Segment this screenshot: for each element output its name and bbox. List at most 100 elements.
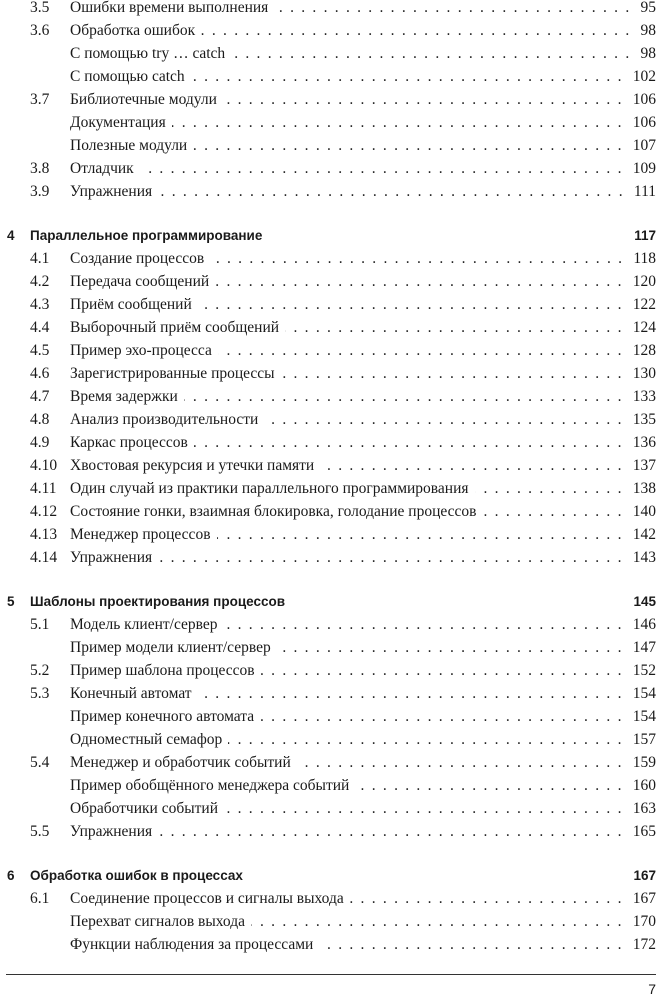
- toc-section[interactable]: 4.11 Один случай из практики параллельног…: [0, 477, 662, 500]
- toc-page: 157: [632, 730, 656, 748]
- toc-section[interactable]: 4.3 Приём сообщений......................…: [0, 293, 662, 316]
- toc-page: 106: [632, 113, 656, 131]
- toc-section[interactable]: 3.6 Обработка ошибок.....................…: [0, 19, 662, 42]
- toc-section[interactable]: 6.1 Соединение процессов и сигналы выхода…: [0, 887, 662, 910]
- toc-section[interactable]: 4.6 Зарегистрированные процессы..........…: [0, 362, 662, 385]
- toc-section[interactable]: 5.3 Конечный автомат.....................…: [0, 682, 662, 705]
- toc-section[interactable]: 4.10 Хвостовая рекурсия и утечки памяти..…: [0, 454, 662, 477]
- dot-leader: ........................................…: [198, 295, 629, 313]
- dot-leader: ........................................…: [215, 272, 629, 290]
- toc-section[interactable]: 4.7 Время задержки.......................…: [0, 385, 662, 408]
- toc-number: 4.12: [30, 502, 58, 520]
- toc-subsection[interactable]: Пример модели клиент/сервер.............…: [0, 636, 662, 659]
- dot-leader: ........................................…: [474, 479, 629, 497]
- toc-subsection[interactable]: Полезные модули.........................…: [0, 134, 662, 157]
- toc-page: 140: [632, 502, 656, 520]
- toc-subsection[interactable]: С помощью try … catch...................…: [0, 42, 662, 65]
- toc-subsection[interactable]: Функции наблюдения за процессами........…: [0, 933, 662, 956]
- toc-section[interactable]: 5.2 Пример шаблона процессов.............…: [0, 659, 662, 682]
- toc-subsection[interactable]: Одноместный семафор.....................…: [0, 728, 662, 751]
- toc-section[interactable]: 4.13 Менеджер процессов..................…: [0, 523, 662, 546]
- toc-title: Параллельное программирование: [30, 228, 263, 243]
- toc-page: 167: [632, 889, 656, 907]
- toc-section[interactable]: 4.4 Выборочный приём сообщений...........…: [0, 316, 662, 339]
- dot-leader: ........................................…: [285, 318, 629, 336]
- toc-number: 4.1: [30, 249, 50, 267]
- toc-section[interactable]: 4.8 Анализ производительности............…: [0, 408, 662, 431]
- toc-title: Передача сообщений: [70, 272, 210, 290]
- toc-page: 98: [640, 21, 657, 39]
- toc-subsection[interactable]: Документация............................…: [0, 111, 662, 134]
- toc-section[interactable]: 3.7 Библиотечные модули..................…: [0, 88, 662, 111]
- toc-page: 138: [632, 479, 656, 497]
- toc-title: Упражнения: [70, 822, 153, 840]
- toc-subsection[interactable]: Пример обобщённого менеджера событий....…: [0, 774, 662, 797]
- toc-number: 3.5: [30, 0, 50, 16]
- dot-leader: ........................................…: [158, 548, 629, 566]
- toc-page: 154: [632, 684, 656, 702]
- table-of-contents: 3.5 Ошибки времени выполнения............…: [0, 0, 662, 956]
- toc-section[interactable]: 3.8 Отладчик.............................…: [0, 157, 662, 180]
- toc-title: Пример модели клиент/сервер: [70, 638, 271, 656]
- toc-page: 102: [632, 67, 656, 85]
- toc-title: Обработка ошибок в процессах: [30, 868, 243, 883]
- dot-leader: ........................................…: [482, 502, 629, 520]
- toc-section[interactable]: 4.12 Состояние гонки, взаимная блокировка…: [0, 500, 662, 523]
- toc-page: 118: [633, 249, 656, 267]
- toc-subsection[interactable]: С помощью catch.........................…: [0, 65, 662, 88]
- toc-section[interactable]: 4.1 Создание процессов...................…: [0, 247, 662, 270]
- toc-section[interactable]: 3.9 Упражнения...........................…: [0, 180, 662, 203]
- toc-title: Хвостовая рекурсия и утечки памяти: [70, 456, 315, 474]
- toc-section[interactable]: 3.5 Ошибки времени выполнения............…: [0, 0, 662, 19]
- toc-number: 6.1: [30, 889, 50, 907]
- toc-section[interactable]: 5.5 Упражнения...........................…: [0, 820, 662, 843]
- toc-title: Отладчик: [70, 159, 134, 177]
- toc-page: 170: [632, 912, 656, 930]
- toc-section[interactable]: 5.4 Менеджер и обработчик событий........…: [0, 751, 662, 774]
- toc-title: Пример обобщённого менеджера событий: [70, 776, 350, 794]
- toc-page: 117: [634, 228, 656, 243]
- toc-subsection[interactable]: Перехват сигналов выхода................…: [0, 910, 662, 933]
- toc-title: Конечный автомат: [70, 684, 192, 702]
- toc-page: 95: [640, 0, 657, 16]
- toc-title: Создание процессов: [70, 249, 205, 267]
- toc-title: Ошибки времени выполнения: [70, 0, 269, 16]
- toc-subsection[interactable]: Пример конечного автомата...............…: [0, 705, 662, 728]
- toc-number: 4.10: [30, 456, 58, 474]
- toc-title: С помощью catch: [70, 67, 185, 85]
- toc-title: Упражнения: [70, 548, 153, 566]
- toc-page: 159: [632, 753, 656, 771]
- page-number: 7: [648, 981, 656, 997]
- toc-section[interactable]: 4.14 Упражнения..........................…: [0, 546, 662, 569]
- toc-number: 5: [7, 594, 15, 609]
- toc-title: Упражнения: [70, 182, 153, 200]
- toc-number: 3.7: [30, 90, 50, 108]
- toc-page: 133: [632, 387, 656, 405]
- toc-section[interactable]: 4.9 Каркас процессов.....................…: [0, 431, 662, 454]
- dot-leader: ........................................…: [193, 433, 629, 451]
- toc-title: Менеджер и обработчик событий: [70, 753, 291, 771]
- toc-section[interactable]: 4.5 Пример эхо-процесса..................…: [0, 339, 662, 362]
- toc-section[interactable]: 4.2 Передача сообщений...................…: [0, 270, 662, 293]
- toc-title: Полезные модули: [70, 136, 188, 154]
- dot-leader: ........................................…: [260, 661, 629, 679]
- toc-title: Обработка ошибок: [70, 21, 196, 39]
- dot-leader: ........................................…: [320, 456, 629, 474]
- toc-page: 98: [640, 44, 657, 62]
- dot-leader: ........................................…: [349, 889, 629, 907]
- toc-section[interactable]: 5.1 Модель клиент/сервер.................…: [0, 613, 662, 636]
- dot-leader: ........................................…: [281, 364, 629, 382]
- toc-page: 130: [632, 364, 656, 382]
- dot-leader: ........................................…: [158, 182, 630, 200]
- toc-title: Одноместный семафор: [70, 730, 223, 748]
- toc-number: 6: [7, 868, 15, 883]
- toc-subsection[interactable]: Обработчики событий.....................…: [0, 797, 662, 820]
- toc-title: Обработчики событий: [70, 799, 218, 817]
- dot-leader: ........................................…: [158, 822, 629, 840]
- toc-title: Соединение процессов и сигналы выхода: [70, 889, 344, 907]
- dot-leader: ........................................…: [210, 249, 630, 267]
- toc-page: 167: [633, 868, 656, 883]
